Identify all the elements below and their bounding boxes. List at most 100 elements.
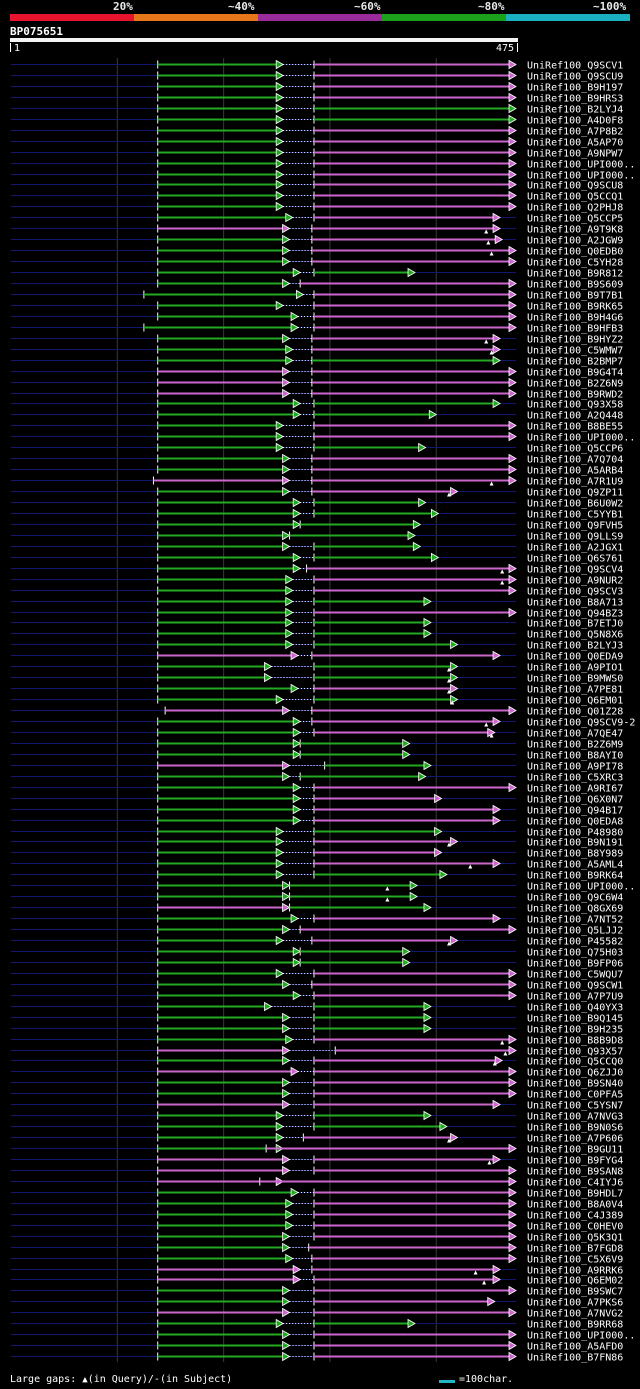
hit-label: UniRef100_Q9SCU8: [527, 181, 623, 192]
segment-arrow: [407, 530, 416, 541]
segment-arrow: [430, 552, 440, 563]
segment-arrow: [430, 508, 440, 519]
hit-label: UniRef100_A7NT52: [527, 915, 623, 926]
segment-arrow: [492, 333, 501, 344]
segment-arrow: [275, 158, 284, 169]
segment-arrow: [292, 409, 301, 420]
query-gap-marker: [468, 864, 473, 869]
hit-label: UniRef100_A7R1U9: [527, 477, 623, 488]
segment-arrow: [418, 442, 427, 453]
segment-arrow: [508, 1351, 517, 1362]
segment-arrow: [275, 836, 284, 847]
segment-arrow: [282, 1055, 291, 1066]
hit-label: UniRef100_A7NVG2: [527, 1309, 623, 1320]
hit-label: UniRef100_Q9LLS9: [527, 532, 623, 543]
hit-label: UniRef100_B7FN86: [527, 1353, 623, 1364]
segment-arrow: [282, 464, 291, 475]
segment-arrow: [275, 431, 284, 442]
segment-arrow: [508, 125, 517, 136]
segment-arrow: [450, 836, 459, 847]
segment-arrow: [282, 1307, 291, 1318]
large-gaps-label: Large gaps:: [10, 1374, 77, 1385]
segment-arrow: [282, 475, 291, 486]
segment-arrow: [292, 738, 301, 749]
hit-label: UniRef100_UPI000..: [527, 882, 635, 893]
hit-label: UniRef100_C5WMW7: [527, 346, 623, 357]
hit-label: UniRef100_B9T7B1: [527, 291, 623, 302]
segment-arrow: [292, 727, 301, 738]
query-gap-icon: ▲: [82, 1375, 88, 1385]
legend-bar-red: [10, 14, 134, 21]
segment-arrow: [423, 1001, 432, 1012]
hit-label: UniRef100_A9NPW7: [527, 149, 623, 160]
segment-arrow: [292, 267, 301, 278]
hit-label: UniRef100_B9HRS3: [527, 94, 623, 105]
segment-arrow: [407, 1318, 416, 1329]
segment-arrow: [508, 278, 517, 289]
segment-arrow: [292, 497, 301, 508]
query-gap-marker: [385, 897, 390, 902]
segment-arrow: [290, 322, 299, 333]
segment-arrow: [508, 136, 517, 147]
legend-bar-cyan: [506, 14, 630, 21]
segment-arrow: [508, 464, 517, 475]
hit-label: UniRef100_A5ARB4: [527, 466, 623, 477]
segment-arrow: [418, 497, 427, 508]
query-gap-marker: [489, 481, 494, 486]
hit-label: UniRef100_B9FYG4: [527, 1156, 623, 1167]
hit-label: UniRef100_Q2PHJ8: [527, 203, 623, 214]
large-gaps-legend: Large gaps: ▲(in Query)/-(in Subject): [10, 1374, 232, 1386]
segment-arrow: [508, 311, 517, 322]
hit-label: UniRef100_B7FGD8: [527, 1244, 623, 1255]
hit-label: UniRef100_A7Q704: [527, 455, 623, 466]
query-name: BP075651: [10, 25, 63, 38]
segment-arrow: [275, 92, 284, 103]
segment-arrow: [450, 935, 459, 946]
query-sequence-bar: [10, 38, 518, 42]
hit-label: UniRef100_B2BMP7: [527, 357, 623, 368]
segment-arrow: [275, 179, 284, 190]
hit-label: UniRef100_Q5K3Q1: [527, 1233, 623, 1244]
segment-arrow: [282, 924, 291, 935]
segment-arrow: [508, 114, 517, 125]
segment-arrow: [275, 103, 284, 114]
segment-arrow: [275, 826, 284, 837]
segment-arrow: [282, 530, 291, 541]
segment-arrow: [492, 344, 501, 355]
segment-arrow: [282, 256, 291, 267]
segment-arrow: [508, 1285, 517, 1296]
identity-color-legend: 20% ~40% ~60% ~80% ~100%: [0, 0, 640, 24]
hit-label: UniRef100_A9NUR2: [527, 576, 623, 587]
segment-arrow: [423, 628, 432, 639]
segment-arrow: [285, 596, 294, 607]
query-gap-marker: [489, 733, 494, 738]
segment-arrow: [292, 793, 301, 804]
hit-label: UniRef100_Q9FVH5: [527, 521, 623, 532]
query-gap-marker: [484, 339, 489, 344]
hit-label: UniRef100_C4IYJ6: [527, 1178, 623, 1189]
hit-label: UniRef100_C5YSN7: [527, 1101, 623, 1112]
hit-label: UniRef100_A2Q448: [527, 411, 623, 422]
hit-label: UniRef100_B8A0V4: [527, 1200, 623, 1211]
segment-arrow: [492, 815, 501, 826]
segment-arrow: [434, 826, 443, 837]
segment-arrow: [492, 223, 501, 234]
query-gap-marker: [500, 580, 505, 585]
segment-arrow: [508, 1045, 517, 1056]
segment-arrow: [282, 1099, 291, 1110]
segment-arrow: [450, 661, 459, 672]
segment-arrow: [508, 1143, 517, 1154]
hit-label: UniRef100_B9SAN8: [527, 1167, 623, 1178]
segment-arrow: [275, 190, 284, 201]
segment-arrow: [409, 891, 418, 902]
segment-arrow: [292, 519, 301, 530]
segment-arrow: [402, 738, 411, 749]
segment-arrow: [282, 1329, 291, 1340]
hit-label: UniRef100_Q75H03: [527, 948, 623, 959]
segment-arrow: [292, 1274, 301, 1285]
segment-arrow: [290, 650, 299, 661]
segment-arrow: [285, 639, 294, 650]
hit-label: UniRef100_A9RRK6: [527, 1266, 623, 1277]
segment-arrow: [412, 541, 422, 552]
segment-arrow: [450, 486, 459, 497]
